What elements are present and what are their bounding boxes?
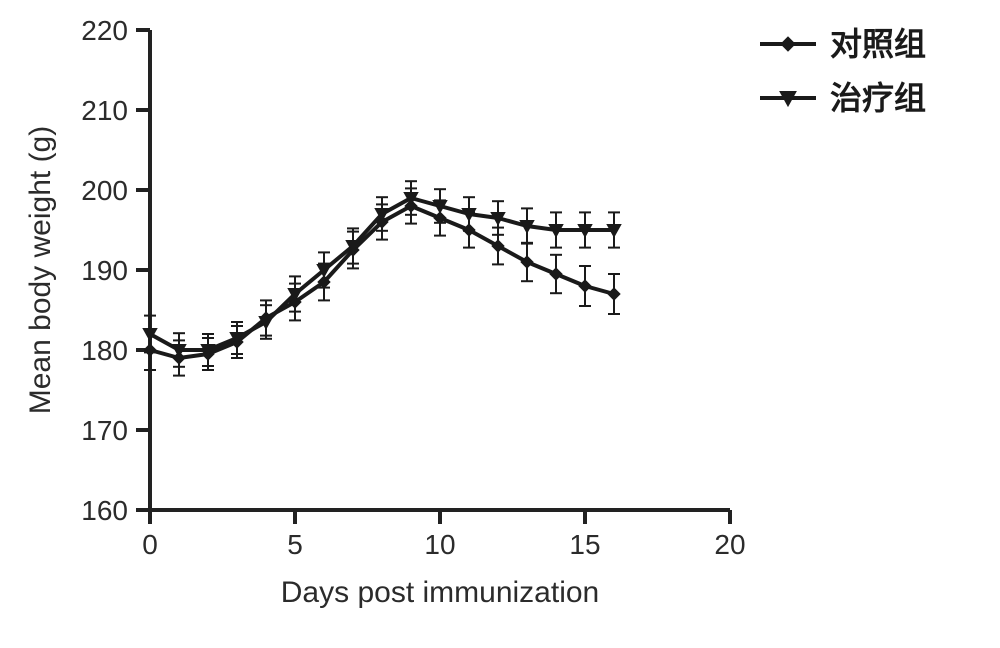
chart-container: 160 170 180 190 200 210 220 0 5 10 15 20 Mean body w…	[0, 0, 1000, 643]
legend-item-treatment: 治疗组	[760, 80, 926, 116]
legend-label: 对照组	[830, 26, 926, 62]
y-tick-label: 160	[81, 495, 128, 526]
x-tick-label: 5	[287, 529, 303, 560]
legend-label: 治疗组	[830, 80, 926, 116]
y-tick-label: 170	[81, 415, 128, 446]
y-axis-label: Mean body weight (g)	[24, 126, 57, 415]
y-tick-label: 220	[81, 15, 128, 46]
y-tick-label: 180	[81, 335, 128, 366]
series-treatment	[143, 181, 621, 367]
x-axis-label: Days post immunization	[281, 576, 599, 609]
body-weight-chart: 160 170 180 190 200 210 220 0 5 10 15 20 Mean body w…	[0, 0, 1000, 643]
x-tick-label: 15	[569, 529, 600, 560]
y-tick-label: 200	[81, 175, 128, 206]
legend-item-control: 对照组	[760, 26, 926, 62]
y-tick-label: 190	[81, 255, 128, 286]
x-tick-label: 0	[142, 529, 158, 560]
x-tick-label: 20	[714, 529, 745, 560]
x-tick-label: 10	[424, 529, 455, 560]
y-tick-label: 210	[81, 95, 128, 126]
